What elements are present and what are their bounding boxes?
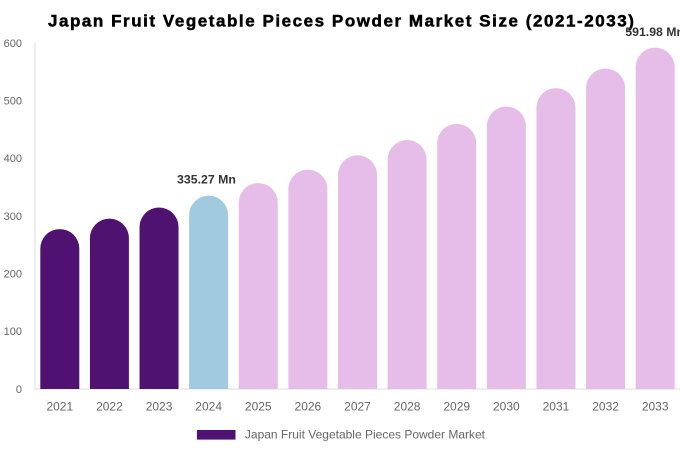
svg-text:2026: 2026: [295, 400, 322, 414]
svg-text:2030: 2030: [493, 400, 520, 414]
svg-text:600: 600: [4, 38, 22, 50]
svg-text:2031: 2031: [543, 400, 570, 414]
svg-text:Japan Fruit Vegetable Pieces P: Japan Fruit Vegetable Pieces Powder Mark…: [245, 428, 486, 442]
svg-text:335.27 Mn: 335.27 Mn: [177, 172, 236, 186]
svg-text:2027: 2027: [344, 400, 371, 414]
svg-text:2032: 2032: [592, 400, 619, 414]
svg-text:0: 0: [16, 384, 22, 396]
svg-text:2028: 2028: [394, 400, 421, 414]
svg-text:2029: 2029: [443, 400, 470, 414]
svg-text:2033: 2033: [642, 400, 669, 414]
svg-text:500: 500: [4, 96, 22, 108]
svg-text:2021: 2021: [46, 400, 73, 414]
svg-text:2022: 2022: [96, 400, 123, 414]
svg-text:100: 100: [4, 326, 22, 338]
svg-text:200: 200: [4, 269, 22, 281]
svg-text:400: 400: [4, 153, 22, 165]
svg-text:2024: 2024: [195, 400, 222, 414]
svg-text:591.98 Mn: 591.98 Mn: [625, 25, 680, 39]
svg-text:2025: 2025: [245, 400, 272, 414]
svg-text:2023: 2023: [146, 400, 173, 414]
svg-text:300: 300: [4, 211, 22, 223]
svg-text:Japan Fruit Vegetable Pieces P: Japan Fruit Vegetable Pieces Powder Mark…: [48, 12, 636, 31]
